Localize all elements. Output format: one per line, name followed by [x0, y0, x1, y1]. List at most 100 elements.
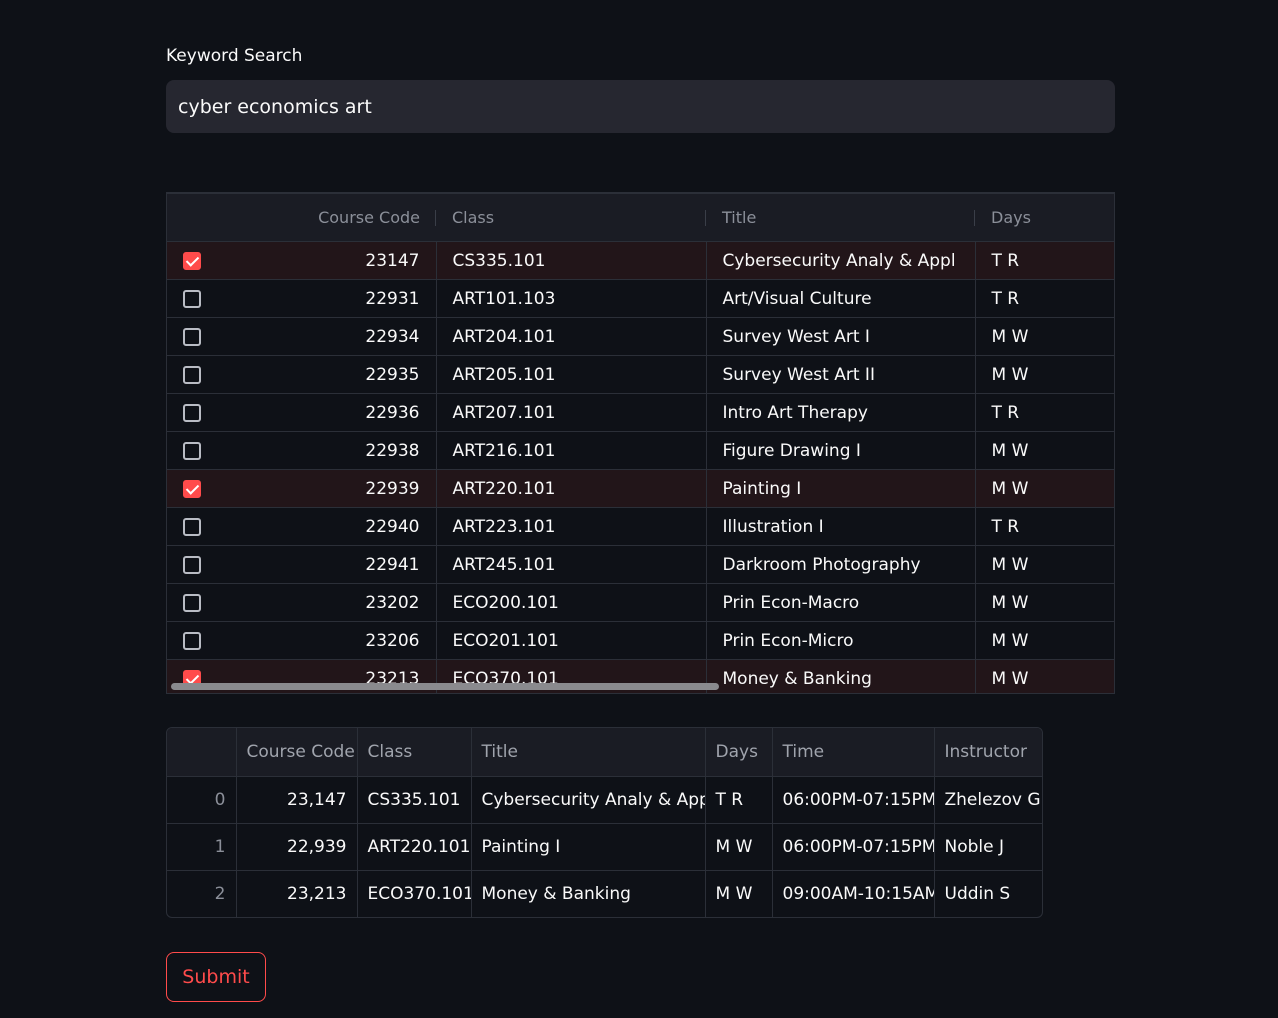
editor-cell-title[interactable]: Painting I: [706, 469, 976, 508]
row-select-checkbox[interactable]: [183, 403, 201, 422]
editor-row[interactable]: 22931 ART101.103 Art/Visual Culture T R: [167, 279, 1114, 318]
editor-cell-days[interactable]: M W: [975, 545, 1114, 584]
row-select-checkbox[interactable]: [183, 289, 201, 308]
editor-cell-course-code[interactable]: 23206: [365, 630, 420, 651]
editor-cell-days[interactable]: M W: [975, 317, 1114, 356]
editor-cell-class[interactable]: ART216.101: [436, 431, 707, 470]
editor-header-days-label: Days: [991, 208, 1031, 227]
editor-cell-days[interactable]: T R: [975, 507, 1114, 546]
editor-cell-days[interactable]: M W: [975, 583, 1114, 622]
editor-cell-title[interactable]: Illustration I: [706, 507, 976, 546]
editor-cell-class[interactable]: ART205.101: [436, 355, 707, 394]
editor-cell-title[interactable]: Darkroom Photography: [706, 545, 976, 584]
row-select-checkbox[interactable]: [183, 327, 201, 346]
horizontal-scrollbar[interactable]: [171, 683, 719, 690]
row-select-checkbox[interactable]: [183, 555, 201, 574]
editor-cell-title[interactable]: Survey West Art II: [706, 355, 976, 394]
editor-cell-class[interactable]: ART207.101: [436, 393, 707, 432]
row-select-checkbox[interactable]: [183, 251, 201, 270]
editor-cell-course-code[interactable]: 22931: [365, 288, 420, 309]
keyword-search-label: Keyword Search: [166, 46, 303, 66]
editor-row[interactable]: 23147 CS335.101 Cybersecurity Analy & Appl…: [167, 241, 1114, 280]
editor-cell-course-code[interactable]: 22934: [365, 326, 420, 347]
editor-header-class-label: Class: [452, 208, 495, 227]
editor-cell-days[interactable]: M W: [975, 469, 1114, 508]
editor-row-select-cell[interactable]: 23202: [167, 583, 437, 622]
editor-row-select-cell[interactable]: 22939: [167, 469, 437, 508]
editor-cell-course-code[interactable]: 22941: [365, 554, 420, 575]
editor-header-course-code[interactable]: Course Code: [167, 194, 436, 242]
editor-header-title-label: Title: [722, 208, 757, 227]
editor-cell-class[interactable]: ART101.103: [436, 279, 707, 318]
editor-header-days[interactable]: Days: [975, 194, 1114, 242]
editor-header-title[interactable]: Title: [706, 194, 975, 242]
editor-cell-title[interactable]: Intro Art Therapy: [706, 393, 976, 432]
result-cell-instructor: Noble J: [934, 823, 1042, 871]
result-header-class: Class: [357, 728, 472, 777]
row-select-checkbox[interactable]: [183, 593, 201, 612]
editor-cell-title[interactable]: Survey West Art I: [706, 317, 976, 356]
editor-cell-title[interactable]: Prin Econ-Macro: [706, 583, 976, 622]
editor-cell-days[interactable]: M W: [975, 355, 1114, 394]
editor-cell-class[interactable]: ECO201.101: [436, 621, 707, 660]
editor-row[interactable]: 22935 ART205.101 Survey West Art II M W: [167, 355, 1114, 394]
editor-cell-title[interactable]: Cybersecurity Analy & Appl: [706, 241, 976, 280]
row-select-checkbox[interactable]: [183, 479, 201, 498]
result-row: 2 23,213 ECO370.101 Money & Banking M W 09:00…: [167, 870, 1042, 917]
editor-cell-days[interactable]: M W: [975, 621, 1114, 660]
editor-cell-days[interactable]: M W: [975, 431, 1114, 470]
result-header-course-code: Course Code: [236, 728, 358, 777]
editor-row-select-cell[interactable]: 22938: [167, 431, 437, 470]
editor-row[interactable]: 23206 ECO201.101 Prin Econ-Micro M W: [167, 621, 1114, 660]
editor-cell-title[interactable]: Prin Econ-Micro: [706, 621, 976, 660]
editor-cell-days[interactable]: T R: [975, 241, 1114, 280]
editor-cell-course-code[interactable]: 23147: [365, 250, 420, 271]
result-cell-index: 0: [167, 776, 237, 824]
editor-cell-title[interactable]: Figure Drawing I: [706, 431, 976, 470]
editor-cell-days[interactable]: M W: [975, 659, 1114, 693]
editor-cell-class[interactable]: ART223.101: [436, 507, 707, 546]
result-cell-instructor: Zhelezov G: [934, 776, 1042, 824]
editor-cell-days[interactable]: T R: [975, 279, 1114, 318]
editor-row-select-cell[interactable]: 22941: [167, 545, 437, 584]
editor-cell-class[interactable]: ART245.101: [436, 545, 707, 584]
editor-cell-class[interactable]: CS335.101: [436, 241, 707, 280]
editor-row-select-cell[interactable]: 22935: [167, 355, 437, 394]
row-select-checkbox[interactable]: [183, 441, 201, 460]
row-select-checkbox[interactable]: [183, 631, 201, 650]
editor-cell-course-code[interactable]: 23202: [365, 592, 420, 613]
keyword-search-input[interactable]: [166, 80, 1115, 133]
submit-button[interactable]: Submit: [166, 952, 266, 1002]
editor-row-select-cell[interactable]: 22940: [167, 507, 437, 546]
editor-row-select-cell[interactable]: 22931: [167, 279, 437, 318]
editor-row[interactable]: 22936 ART207.101 Intro Art Therapy T R: [167, 393, 1114, 432]
editor-header-class[interactable]: Class: [436, 194, 706, 242]
editor-row[interactable]: 22941 ART245.101 Darkroom Photography M W: [167, 545, 1114, 584]
editor-row-select-cell[interactable]: 23147: [167, 241, 437, 280]
editor-cell-course-code[interactable]: 22935: [365, 364, 420, 385]
editor-cell-course-code[interactable]: 22939: [365, 478, 420, 499]
editor-row[interactable]: 23202 ECO200.101 Prin Econ-Macro M W: [167, 583, 1114, 622]
result-cell-instructor: Uddin S: [944, 884, 1011, 904]
editor-cell-title[interactable]: Art/Visual Culture: [706, 279, 976, 318]
editor-row-select-cell[interactable]: 22934: [167, 317, 437, 356]
editor-cell-class[interactable]: ECO200.101: [436, 583, 707, 622]
editor-cell-days[interactable]: T R: [975, 393, 1114, 432]
result-cell-class: ECO370.101: [357, 870, 472, 917]
editor-row-select-cell[interactable]: 22936: [167, 393, 437, 432]
editor-cell-class[interactable]: ART204.101: [436, 317, 707, 356]
editor-row-select-cell[interactable]: 23206: [167, 621, 437, 660]
editor-cell-course-code[interactable]: 22940: [365, 516, 420, 537]
editor-cell-course-code[interactable]: 22936: [365, 402, 420, 423]
editor-cell-class[interactable]: ART220.101: [436, 469, 707, 508]
result-cell-time: 09:00AM-10:15AM: [772, 870, 935, 917]
editor-cell-course-code[interactable]: 22938: [365, 440, 420, 461]
editor-cell-title[interactable]: Money & Banking: [706, 659, 976, 693]
row-select-checkbox[interactable]: [183, 365, 201, 384]
row-select-checkbox[interactable]: [183, 517, 201, 536]
